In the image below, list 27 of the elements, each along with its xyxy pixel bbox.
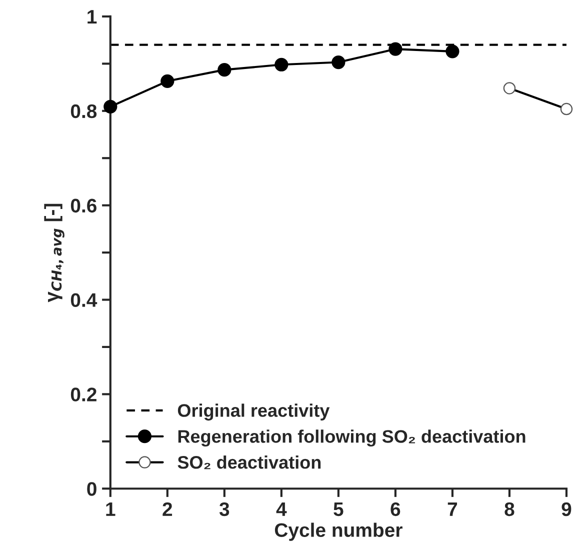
y-tick-label: 1 — [88, 10, 97, 24]
point — [218, 63, 232, 77]
x-tick-label: 8 — [504, 502, 514, 516]
legend-label: Regeneration following SO₂ deactivation — [178, 430, 526, 446]
x-tick-label: 9 — [562, 502, 572, 516]
x-tick-label: 1 — [106, 502, 116, 516]
x-tick-label: 7 — [448, 502, 458, 516]
point — [332, 55, 346, 70]
point — [104, 100, 118, 114]
y-tick-label: 0.8 — [70, 104, 97, 118]
x-tick-label: 5 — [334, 502, 344, 516]
x-tick-label: 4 — [276, 502, 287, 516]
x-tick-label: 2 — [162, 502, 172, 516]
y-tick-label: 0.2 — [70, 388, 96, 402]
legend-label: Original reactivity — [178, 404, 330, 421]
x-tick-label: 6 — [390, 502, 400, 516]
y-tick-label: 0 — [87, 482, 96, 496]
legend-label: SO₂ deactivation — [178, 456, 321, 470]
x-axis-title: Cycle number — [274, 522, 402, 541]
point — [160, 74, 174, 88]
x-tick-label: 3 — [219, 502, 230, 516]
point — [446, 44, 460, 58]
y-axis-title: γ$_{CH₄,avg}$ [-] — [44, 204, 64, 302]
point — [388, 42, 402, 56]
point — [274, 58, 288, 72]
y-tick-label: 0.4 — [70, 293, 98, 307]
y-tick-label: 0.6 — [70, 198, 96, 213]
